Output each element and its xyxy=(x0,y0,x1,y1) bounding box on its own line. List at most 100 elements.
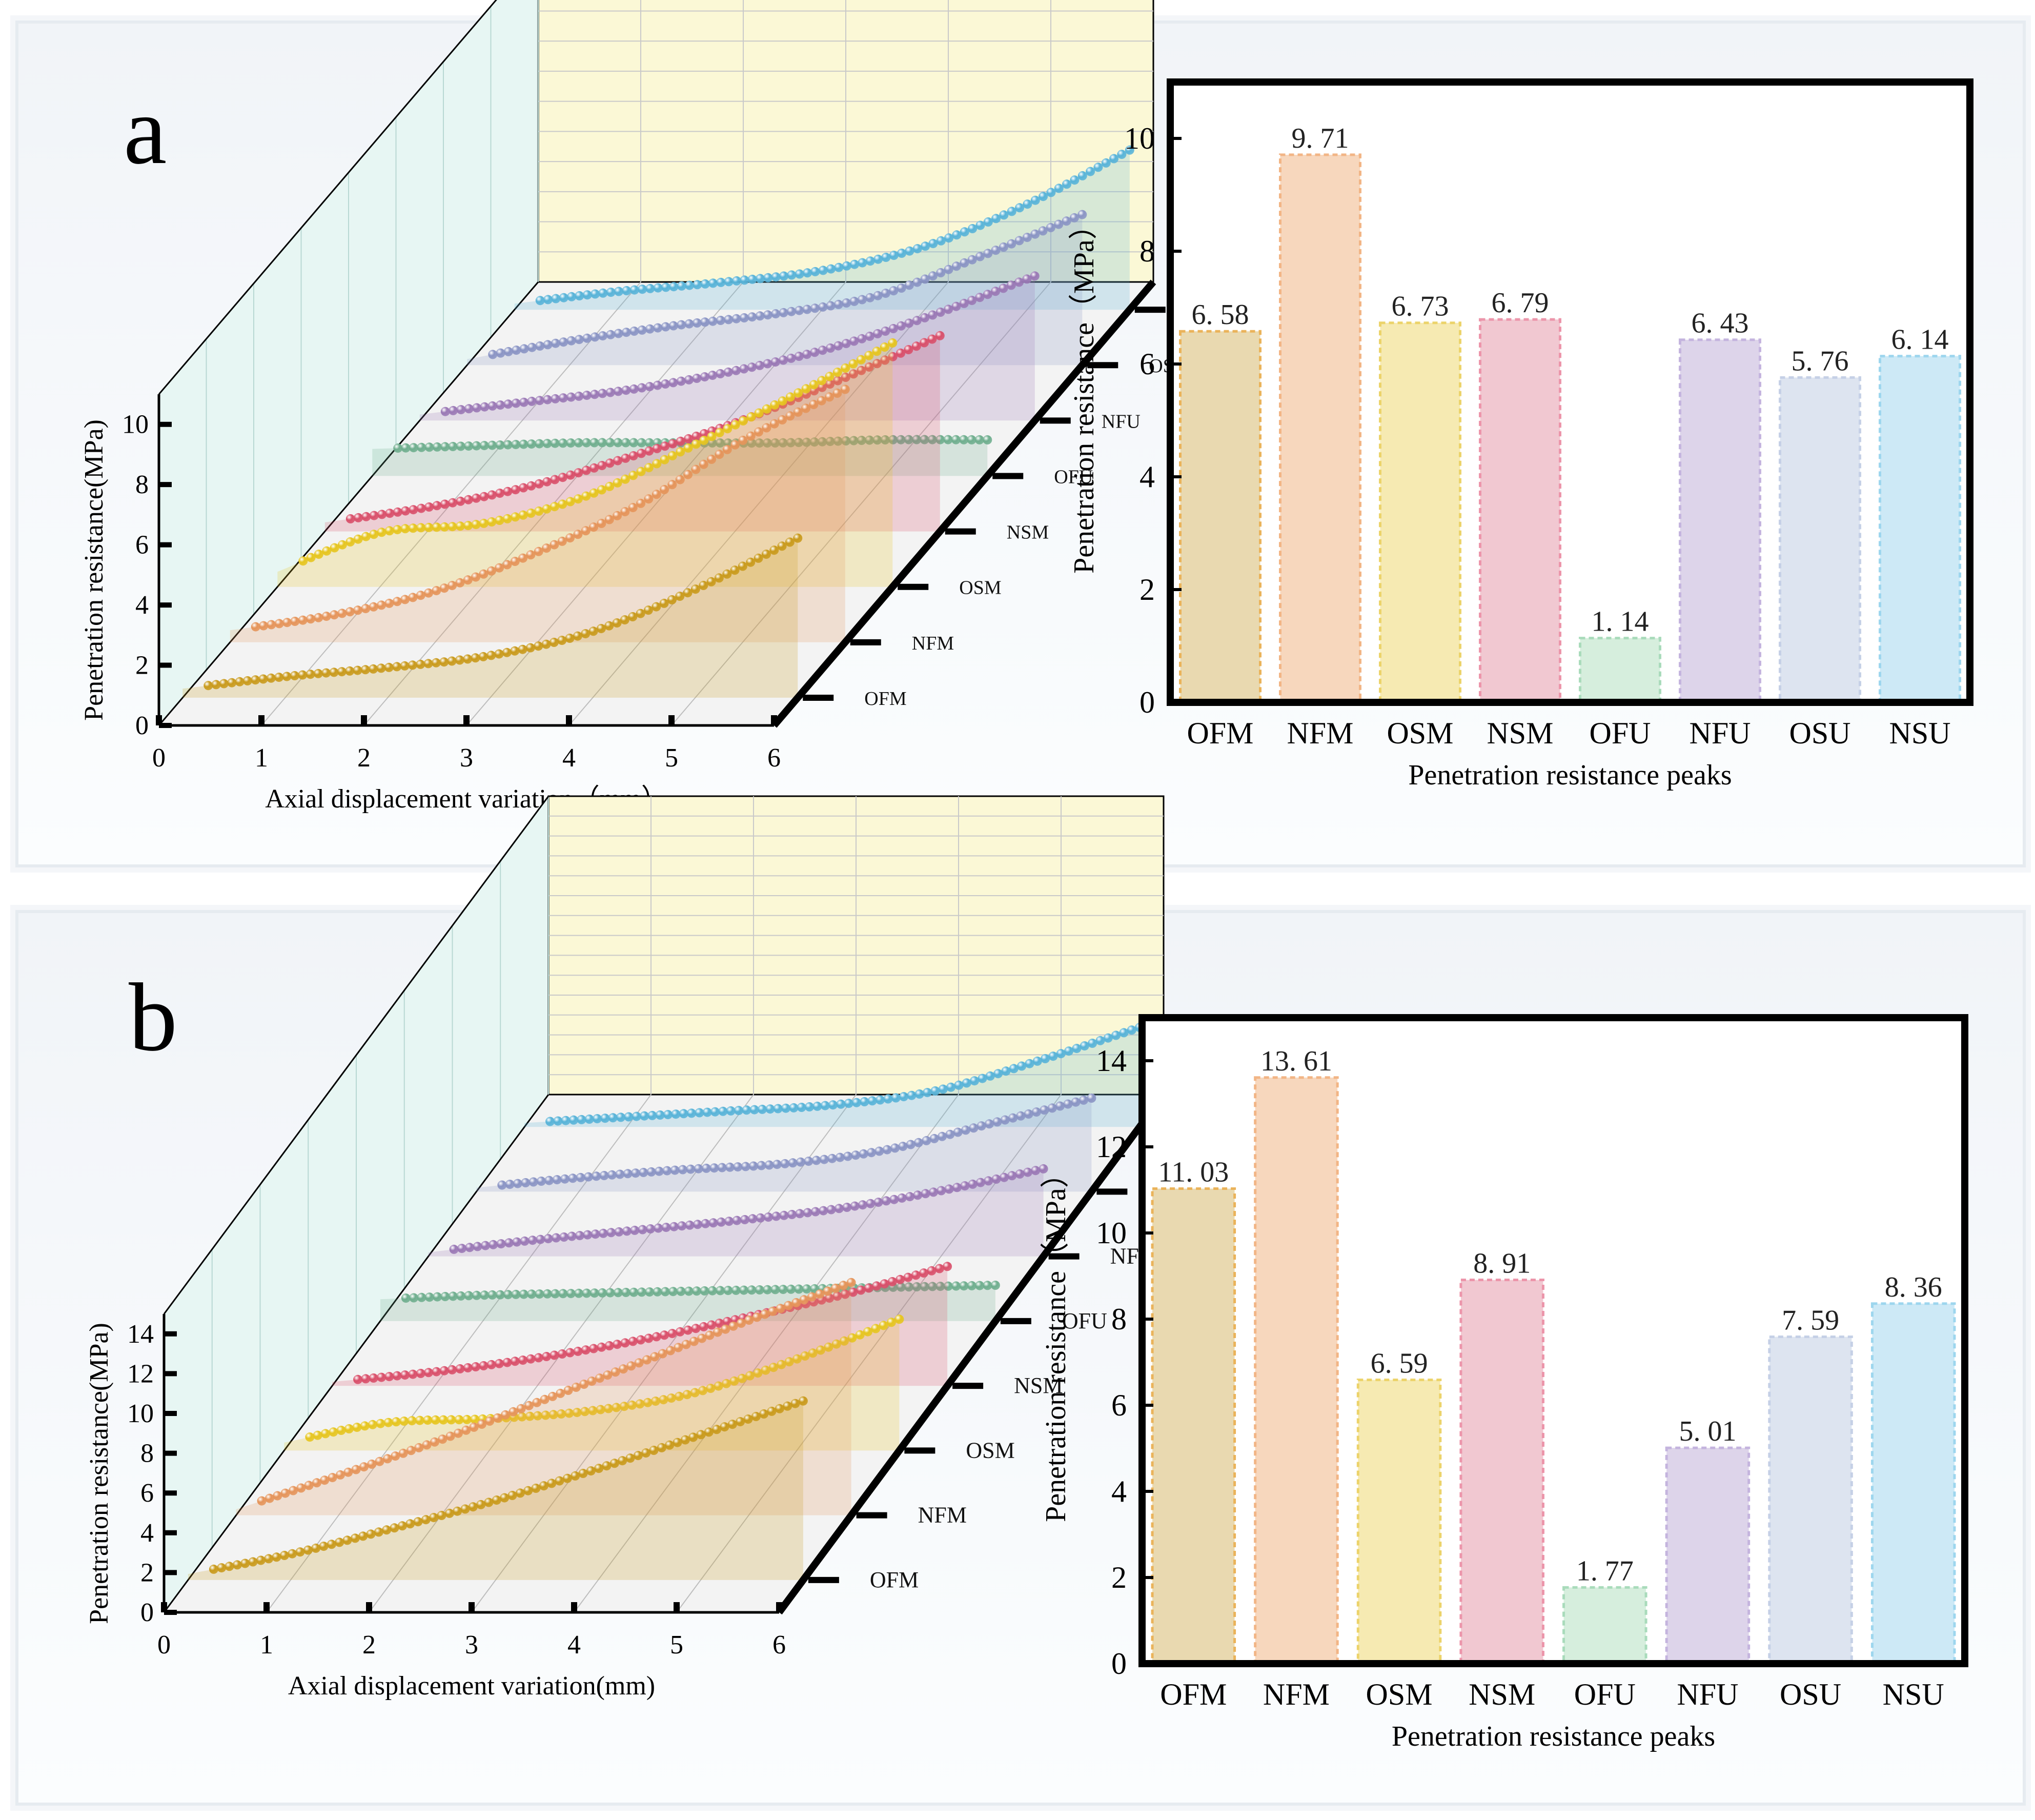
data-point xyxy=(575,291,584,300)
data-point xyxy=(840,1289,850,1299)
data-point xyxy=(683,1325,693,1335)
data-point xyxy=(786,438,796,448)
data-point xyxy=(515,1488,525,1498)
x-tick-label: 5 xyxy=(670,1630,683,1660)
data-point xyxy=(674,1343,683,1352)
data-point xyxy=(581,491,591,501)
data-point xyxy=(574,438,583,448)
data-point xyxy=(833,376,843,386)
data-point xyxy=(550,502,559,512)
data-point xyxy=(391,1451,400,1461)
data-point xyxy=(809,437,819,447)
data-point xyxy=(983,249,993,258)
x-tick-label: OFM xyxy=(1160,1677,1227,1711)
bar-value-label: 6. 43 xyxy=(1692,308,1749,339)
data-point xyxy=(935,331,945,340)
data-point xyxy=(614,329,623,338)
data-point xyxy=(716,1286,725,1296)
data-point xyxy=(487,517,497,527)
data-point xyxy=(319,1542,329,1551)
data-point xyxy=(572,1383,581,1392)
data-point xyxy=(495,489,505,498)
data-point xyxy=(645,1287,655,1297)
bar-value-label: 5. 01 xyxy=(1679,1415,1736,1447)
data-point xyxy=(438,1434,447,1444)
data-point xyxy=(859,1149,868,1159)
data-point xyxy=(519,439,528,449)
data-point xyxy=(469,1422,479,1432)
data-point xyxy=(730,440,740,450)
data-point xyxy=(714,573,724,583)
data-point xyxy=(573,1346,583,1356)
data-point xyxy=(1054,184,1064,193)
data-point xyxy=(543,295,553,305)
data-point xyxy=(542,477,552,487)
data-point xyxy=(493,1413,502,1423)
data-point xyxy=(702,1163,711,1173)
data-point xyxy=(337,667,347,677)
data-point xyxy=(422,1440,432,1450)
data-point xyxy=(565,634,575,643)
data-point xyxy=(464,441,474,451)
data-point xyxy=(543,395,553,405)
data-point xyxy=(921,241,930,251)
data-point xyxy=(683,443,693,453)
data-point xyxy=(739,1285,749,1295)
data-point xyxy=(1023,199,1032,209)
bar-value-label: 6. 59 xyxy=(1371,1347,1428,1379)
z-tick-label: OFM xyxy=(870,1567,919,1592)
data-point xyxy=(439,1415,448,1425)
data-point xyxy=(298,670,308,680)
data-point xyxy=(781,1103,791,1113)
data-point xyxy=(723,367,733,377)
data-point xyxy=(629,438,639,448)
series-area-OSM xyxy=(277,343,893,587)
data-point xyxy=(715,428,724,437)
data-point xyxy=(635,1399,645,1409)
data-point xyxy=(731,366,741,375)
data-point xyxy=(660,1330,669,1340)
series-area-NSM xyxy=(332,1266,948,1386)
data-point xyxy=(342,1535,352,1545)
data-point xyxy=(298,615,308,625)
data-point xyxy=(636,498,646,508)
data-point xyxy=(242,676,252,685)
data-point xyxy=(752,1312,762,1322)
data-point xyxy=(503,487,513,496)
data-point xyxy=(757,1161,766,1170)
data-point xyxy=(1069,213,1079,223)
data-point xyxy=(424,522,434,532)
data-point xyxy=(423,659,433,669)
data-point xyxy=(605,481,615,491)
data-point xyxy=(463,495,473,504)
bar-value-label: 9. 71 xyxy=(1292,123,1349,154)
data-point xyxy=(556,1388,565,1398)
y-tick-label: 6 xyxy=(1139,347,1155,381)
data-point xyxy=(290,671,299,680)
data-point xyxy=(266,673,276,683)
z-tick-label: NSM xyxy=(1007,522,1049,543)
data-point xyxy=(454,1428,463,1438)
series-area-NFM xyxy=(230,389,845,642)
data-point xyxy=(749,1161,758,1171)
y-tick-label: 14 xyxy=(1096,1044,1127,1078)
data-point xyxy=(764,1212,773,1222)
data-point xyxy=(344,1424,354,1433)
data-point xyxy=(872,359,882,369)
y-tick-label: 2 xyxy=(140,1558,154,1587)
wall-edge xyxy=(163,1094,550,1613)
data-point xyxy=(771,272,781,282)
data-point xyxy=(464,404,474,414)
data-point xyxy=(773,1104,783,1114)
data-point xyxy=(651,1397,660,1406)
data-point xyxy=(833,299,843,309)
y-tick-label: 0 xyxy=(1111,1647,1127,1681)
data-point xyxy=(787,1210,797,1219)
data-point xyxy=(715,450,724,459)
x-tick-label: OFM xyxy=(1187,716,1253,750)
data-point xyxy=(629,384,639,394)
data-point xyxy=(534,547,543,556)
data-point xyxy=(605,458,615,468)
data-point xyxy=(742,1105,751,1115)
data-point xyxy=(1007,207,1016,216)
